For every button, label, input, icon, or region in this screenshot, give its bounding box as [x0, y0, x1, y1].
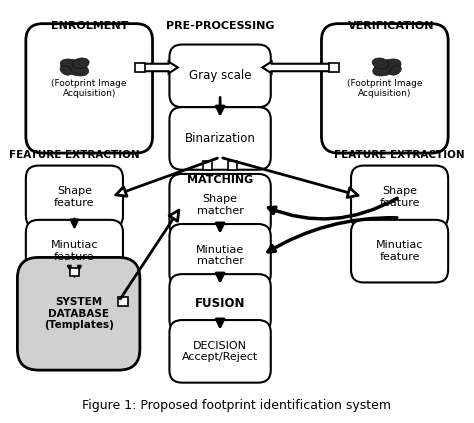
Text: FEATURE EXTRACTION: FEATURE EXTRACTION: [9, 150, 140, 160]
Text: Binarization: Binarization: [185, 132, 255, 145]
Ellipse shape: [60, 66, 72, 75]
FancyBboxPatch shape: [329, 63, 339, 72]
Text: Shape
matcher: Shape matcher: [197, 195, 244, 216]
Ellipse shape: [372, 58, 389, 69]
FancyBboxPatch shape: [26, 165, 123, 228]
FancyBboxPatch shape: [321, 24, 448, 153]
Text: PRE-PROCESSING: PRE-PROCESSING: [166, 21, 274, 31]
Text: SYSTEM
DATABASE
(Templates): SYSTEM DATABASE (Templates): [44, 297, 114, 330]
Text: MATCHING: MATCHING: [187, 175, 253, 185]
Text: DECISION
Accept/Reject: DECISION Accept/Reject: [182, 341, 258, 362]
FancyBboxPatch shape: [169, 320, 271, 383]
Text: FEATURE EXTRACTION: FEATURE EXTRACTION: [334, 150, 465, 160]
Text: VERIFICATION: VERIFICATION: [348, 21, 434, 31]
Text: (Footprint Image
Acquisition): (Footprint Image Acquisition): [347, 79, 422, 98]
FancyBboxPatch shape: [351, 220, 448, 283]
Polygon shape: [140, 62, 178, 73]
FancyBboxPatch shape: [118, 297, 128, 306]
Text: ENROLMENT: ENROLMENT: [51, 21, 128, 31]
FancyBboxPatch shape: [169, 224, 271, 287]
FancyBboxPatch shape: [169, 107, 271, 170]
FancyBboxPatch shape: [169, 44, 271, 107]
Text: Minutiac
feature: Minutiac feature: [51, 240, 98, 262]
Text: Minutiae
matcher: Minutiae matcher: [196, 244, 244, 266]
Text: Gray scale: Gray scale: [189, 69, 251, 82]
Text: FUSION: FUSION: [195, 297, 246, 310]
Text: (Footprint Image
Acquisition): (Footprint Image Acquisition): [52, 79, 127, 98]
Text: Shape
feature: Shape feature: [54, 186, 95, 208]
Ellipse shape: [73, 58, 89, 69]
Ellipse shape: [390, 66, 401, 75]
FancyBboxPatch shape: [169, 274, 271, 332]
Text: Shape
feature: Shape feature: [379, 186, 420, 208]
FancyBboxPatch shape: [169, 174, 271, 236]
FancyBboxPatch shape: [26, 220, 123, 283]
FancyBboxPatch shape: [18, 258, 140, 370]
FancyBboxPatch shape: [203, 161, 212, 170]
Ellipse shape: [60, 59, 89, 76]
Text: Minutiac
feature: Minutiac feature: [376, 240, 423, 262]
FancyBboxPatch shape: [135, 63, 145, 72]
Text: Figure 1: Proposed footprint identification system: Figure 1: Proposed footprint identificat…: [82, 399, 392, 412]
FancyBboxPatch shape: [228, 161, 237, 170]
FancyBboxPatch shape: [26, 24, 153, 153]
Ellipse shape: [373, 59, 401, 76]
Polygon shape: [262, 62, 334, 73]
Polygon shape: [68, 266, 81, 276]
FancyBboxPatch shape: [70, 268, 79, 276]
FancyBboxPatch shape: [351, 165, 448, 228]
